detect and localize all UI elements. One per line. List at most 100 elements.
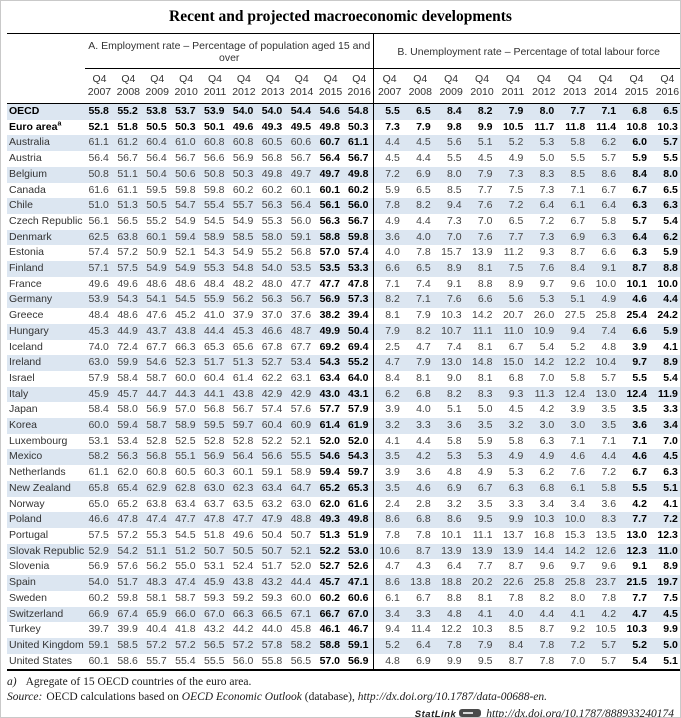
- employment-value: 61.2: [117, 136, 138, 149]
- unemployment-value: 4.0: [416, 230, 431, 243]
- table-row: Italy 45.9 45.7 44.7 44.3 44.1 43.8 42.9 42.9 43.…: [7, 386, 680, 403]
- unemployment-value: 4.5: [508, 403, 524, 416]
- employment-value: 58.8: [319, 638, 341, 651]
- table-row: Sweden 60.2 59.8 58.1 58.7 59.3 59.2 59.3 60.0 60…: [7, 590, 680, 607]
- employment-value: 49.6: [88, 277, 109, 290]
- unemployment-value: 7.4: [446, 340, 462, 353]
- country-label: Korea: [9, 419, 38, 432]
- unemployment-value: 8.6: [601, 167, 617, 180]
- unemployment-value: 3.5: [477, 419, 493, 432]
- unemployment-value: 7.7: [477, 560, 493, 573]
- quarter-year-header: Q4 2014: [590, 68, 622, 104]
- unemployment-value: 3.6: [446, 419, 462, 432]
- employment-value: 57.2: [175, 638, 196, 651]
- employment-value: 57.0: [319, 246, 341, 259]
- table-row: Netherlands 61.1 62.0 60.8 60.5 60.3 60.1 59.1 5…: [7, 465, 680, 481]
- employment-value: 59.7: [232, 419, 254, 432]
- employment-value: 52.0: [347, 434, 369, 447]
- unemployment-value: 8.1: [477, 591, 493, 604]
- employment-value: 54.1: [146, 293, 167, 306]
- unemployment-value: 7.1: [601, 434, 617, 447]
- employment-value: 51.1: [146, 544, 167, 557]
- unemployment-value: 7.7: [632, 591, 647, 604]
- employment-value: 60.2: [88, 591, 109, 604]
- unemployment-value: 5.3: [446, 450, 462, 463]
- table-row: Germany 53.9 54.3 54.1 54.5 55.9 56.2 56.3 56.7 5…: [7, 292, 680, 309]
- employment-value: 72.4: [117, 340, 138, 353]
- employment-value: 56.1: [319, 199, 341, 212]
- unemployment-value: 13.8: [410, 576, 431, 589]
- employment-value: 54.5: [175, 528, 196, 541]
- unemployment-value: 7.4: [416, 277, 431, 290]
- employment-value: 45.9: [204, 576, 225, 589]
- unemployment-value: 3.5: [373, 480, 405, 497]
- unemployment-value: 7.2: [570, 638, 586, 651]
- unemployment-value: 6.8: [539, 481, 555, 494]
- unemployment-value: 13.0: [595, 387, 617, 400]
- employment-value: 45.9: [88, 387, 109, 400]
- unemployment-value: 11.1: [472, 324, 493, 337]
- country-label: Estonia: [9, 246, 45, 259]
- unemployment-value: 5.8: [570, 136, 586, 149]
- unemployment-value: 3.4: [373, 606, 405, 623]
- employment-value: 61.1: [88, 136, 109, 149]
- country-label: Belgium: [9, 167, 47, 180]
- country-label: France: [9, 277, 42, 290]
- employment-value: 55.2: [261, 246, 283, 259]
- employment-value: 57.4: [88, 246, 109, 259]
- unemployment-value: 5.8: [508, 434, 524, 447]
- employment-value: 51.7: [261, 560, 283, 573]
- unemployment-value: 5.5: [570, 152, 586, 165]
- unemployment-value: 13.5: [595, 528, 617, 541]
- employment-value: 43.8: [232, 387, 254, 400]
- unemployment-value: 7.3: [373, 119, 405, 136]
- employment-value: 56.9: [319, 293, 341, 306]
- employment-value: 55.8: [88, 105, 109, 117]
- employment-value: 63.0: [88, 356, 109, 369]
- unemployment-value: 9.4: [446, 199, 462, 212]
- unemployment-value: 4.5: [416, 136, 431, 149]
- employment-value: 60.5: [175, 466, 196, 479]
- unemployment-value: 9.9: [663, 623, 678, 636]
- employment-value: 67.4: [117, 607, 138, 620]
- unemployment-value: 6.7: [632, 183, 647, 196]
- table-row: Australia 61.1 61.2 60.4 61.0 60.8 60.8 60.5 60.…: [7, 135, 680, 152]
- employment-value: 55.7: [232, 199, 254, 212]
- employment-value: 56.9: [232, 152, 254, 165]
- employment-value: 47.8: [117, 513, 138, 526]
- employment-value: 56.7: [232, 403, 254, 416]
- employment-value: 47.9: [261, 513, 283, 526]
- employment-value: 65.2: [319, 481, 341, 494]
- unemployment-value: 3.9: [570, 403, 586, 416]
- unemployment-value: 8.0: [446, 167, 462, 180]
- employment-value: 54.2: [117, 544, 138, 557]
- employment-value: 50.4: [146, 167, 167, 180]
- employment-value: 44.4: [204, 324, 225, 337]
- employment-value: 49.7: [290, 167, 312, 180]
- employment-value: 53.3: [347, 262, 369, 275]
- unemployment-value: 7.4: [601, 324, 617, 337]
- employment-value: 44.2: [232, 623, 254, 636]
- employment-value: 57.0: [175, 403, 196, 416]
- unemployment-value: 10.3: [472, 623, 493, 636]
- unemployment-value: 6.2: [601, 136, 617, 149]
- employment-value: 54.6: [319, 105, 341, 117]
- unemployment-value: 9.7: [539, 277, 555, 290]
- unemployment-value: 22.6: [502, 576, 524, 589]
- statlink-url[interactable]: http://dx.doi.org/10.1787/888933240174: [486, 708, 674, 718]
- unemployment-value: 4.1: [373, 433, 405, 450]
- unemployment-value: 8.4: [570, 262, 586, 275]
- employment-value: 39.7: [88, 623, 109, 636]
- unemployment-value: 8.2: [446, 387, 462, 400]
- unemployment-value: 5.9: [663, 246, 678, 259]
- employment-value: 56.0: [290, 214, 312, 227]
- employment-value: 57.0: [316, 653, 346, 672]
- unemployment-value: 5.8: [570, 371, 586, 384]
- unemployment-value: 12.3: [657, 528, 678, 541]
- employment-value: 58.4: [117, 371, 138, 384]
- employment-value: 52.4: [232, 560, 254, 573]
- employment-value: 56.9: [146, 403, 167, 416]
- unemployment-value: 3.3: [663, 403, 678, 416]
- employment-value: 37.6: [290, 309, 312, 322]
- employment-value: 66.5: [261, 607, 283, 620]
